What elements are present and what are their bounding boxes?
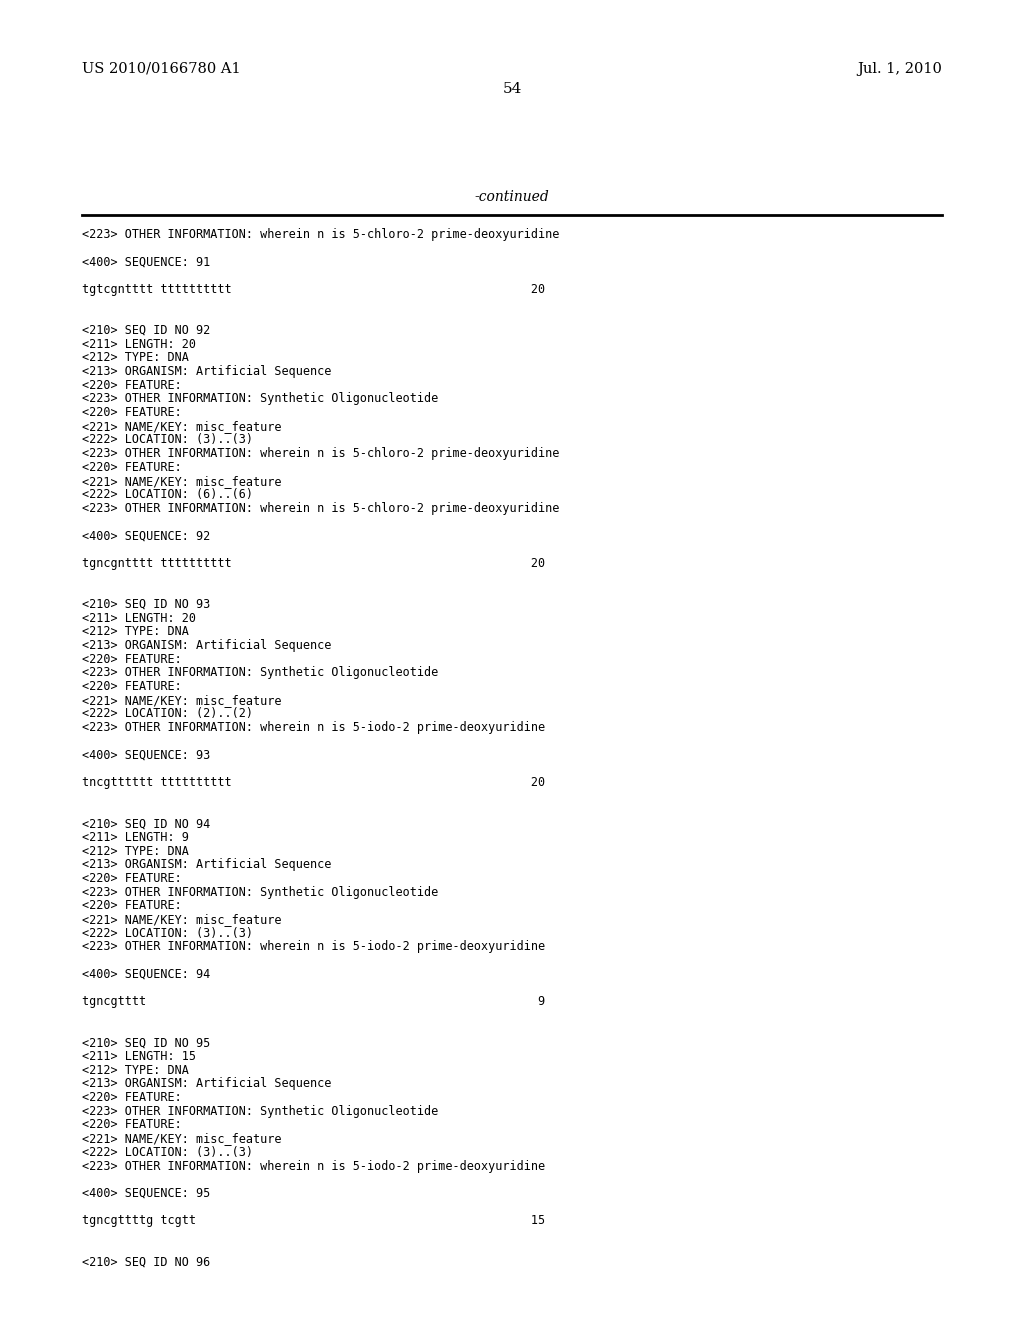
Text: <223> OTHER INFORMATION: wherein n is 5-chloro-2 prime-deoxyuridine: <223> OTHER INFORMATION: wherein n is 5-… bbox=[82, 502, 559, 515]
Text: <212> TYPE: DNA: <212> TYPE: DNA bbox=[82, 845, 188, 858]
Text: <212> TYPE: DNA: <212> TYPE: DNA bbox=[82, 1064, 188, 1077]
Text: <210> SEQ ID NO 96: <210> SEQ ID NO 96 bbox=[82, 1255, 210, 1269]
Text: <221> NAME/KEY: misc_feature: <221> NAME/KEY: misc_feature bbox=[82, 694, 282, 706]
Text: <400> SEQUENCE: 93: <400> SEQUENCE: 93 bbox=[82, 748, 210, 762]
Text: <211> LENGTH: 20: <211> LENGTH: 20 bbox=[82, 611, 196, 624]
Text: <210> SEQ ID NO 95: <210> SEQ ID NO 95 bbox=[82, 1036, 210, 1049]
Text: <222> LOCATION: (3)..(3): <222> LOCATION: (3)..(3) bbox=[82, 433, 253, 446]
Text: <221> NAME/KEY: misc_feature: <221> NAME/KEY: misc_feature bbox=[82, 475, 282, 487]
Text: <211> LENGTH: 9: <211> LENGTH: 9 bbox=[82, 830, 188, 843]
Text: <210> SEQ ID NO 94: <210> SEQ ID NO 94 bbox=[82, 817, 210, 830]
Text: <223> OTHER INFORMATION: wherein n is 5-chloro-2 prime-deoxyuridine: <223> OTHER INFORMATION: wherein n is 5-… bbox=[82, 447, 559, 461]
Text: 54: 54 bbox=[503, 82, 521, 96]
Text: -continued: -continued bbox=[475, 190, 549, 205]
Text: <223> OTHER INFORMATION: Synthetic Oligonucleotide: <223> OTHER INFORMATION: Synthetic Oligo… bbox=[82, 667, 438, 680]
Text: <221> NAME/KEY: misc_feature: <221> NAME/KEY: misc_feature bbox=[82, 1133, 282, 1146]
Text: tncgtttttt tttttttttt                                          20: tncgtttttt tttttttttt 20 bbox=[82, 776, 545, 789]
Text: tgncgtttt                                                       9: tgncgtttt 9 bbox=[82, 995, 545, 1008]
Text: <222> LOCATION: (3)..(3): <222> LOCATION: (3)..(3) bbox=[82, 927, 253, 940]
Text: <222> LOCATION: (2)..(2): <222> LOCATION: (2)..(2) bbox=[82, 708, 253, 721]
Text: <223> OTHER INFORMATION: wherein n is 5-chloro-2 prime-deoxyuridine: <223> OTHER INFORMATION: wherein n is 5-… bbox=[82, 228, 559, 242]
Text: <223> OTHER INFORMATION: Synthetic Oligonucleotide: <223> OTHER INFORMATION: Synthetic Oligo… bbox=[82, 392, 438, 405]
Text: <220> FEATURE:: <220> FEATURE: bbox=[82, 680, 181, 693]
Text: <221> NAME/KEY: misc_feature: <221> NAME/KEY: misc_feature bbox=[82, 420, 282, 433]
Text: <400> SEQUENCE: 91: <400> SEQUENCE: 91 bbox=[82, 255, 210, 268]
Text: <213> ORGANISM: Artificial Sequence: <213> ORGANISM: Artificial Sequence bbox=[82, 639, 332, 652]
Text: <213> ORGANISM: Artificial Sequence: <213> ORGANISM: Artificial Sequence bbox=[82, 858, 332, 871]
Text: tgncgntttt tttttttttt                                          20: tgncgntttt tttttttttt 20 bbox=[82, 557, 545, 570]
Text: <223> OTHER INFORMATION: wherein n is 5-iodo-2 prime-deoxyuridine: <223> OTHER INFORMATION: wherein n is 5-… bbox=[82, 940, 545, 953]
Text: <400> SEQUENCE: 95: <400> SEQUENCE: 95 bbox=[82, 1187, 210, 1200]
Text: <222> LOCATION: (3)..(3): <222> LOCATION: (3)..(3) bbox=[82, 1146, 253, 1159]
Text: <223> OTHER INFORMATION: Synthetic Oligonucleotide: <223> OTHER INFORMATION: Synthetic Oligo… bbox=[82, 1105, 438, 1118]
Text: US 2010/0166780 A1: US 2010/0166780 A1 bbox=[82, 62, 241, 77]
Text: <212> TYPE: DNA: <212> TYPE: DNA bbox=[82, 626, 188, 639]
Text: <221> NAME/KEY: misc_feature: <221> NAME/KEY: misc_feature bbox=[82, 913, 282, 927]
Text: <223> OTHER INFORMATION: Synthetic Oligonucleotide: <223> OTHER INFORMATION: Synthetic Oligo… bbox=[82, 886, 438, 899]
Text: <223> OTHER INFORMATION: wherein n is 5-iodo-2 prime-deoxyuridine: <223> OTHER INFORMATION: wherein n is 5-… bbox=[82, 1159, 545, 1172]
Text: <220> FEATURE:: <220> FEATURE: bbox=[82, 873, 181, 884]
Text: <220> FEATURE:: <220> FEATURE: bbox=[82, 1092, 181, 1104]
Text: <220> FEATURE:: <220> FEATURE: bbox=[82, 652, 181, 665]
Text: <210> SEQ ID NO 92: <210> SEQ ID NO 92 bbox=[82, 323, 210, 337]
Text: <220> FEATURE:: <220> FEATURE: bbox=[82, 461, 181, 474]
Text: <213> ORGANISM: Artificial Sequence: <213> ORGANISM: Artificial Sequence bbox=[82, 366, 332, 378]
Text: <212> TYPE: DNA: <212> TYPE: DNA bbox=[82, 351, 188, 364]
Text: <400> SEQUENCE: 94: <400> SEQUENCE: 94 bbox=[82, 968, 210, 981]
Text: <220> FEATURE:: <220> FEATURE: bbox=[82, 899, 181, 912]
Text: Jul. 1, 2010: Jul. 1, 2010 bbox=[857, 62, 942, 77]
Text: <220> FEATURE:: <220> FEATURE: bbox=[82, 1118, 181, 1131]
Text: <222> LOCATION: (6)..(6): <222> LOCATION: (6)..(6) bbox=[82, 488, 253, 502]
Text: <223> OTHER INFORMATION: wherein n is 5-iodo-2 prime-deoxyuridine: <223> OTHER INFORMATION: wherein n is 5-… bbox=[82, 721, 545, 734]
Text: tgtcgntttt tttttttttt                                          20: tgtcgntttt tttttttttt 20 bbox=[82, 282, 545, 296]
Text: tgncgttttg tcgtt                                               15: tgncgttttg tcgtt 15 bbox=[82, 1214, 545, 1228]
Text: <213> ORGANISM: Artificial Sequence: <213> ORGANISM: Artificial Sequence bbox=[82, 1077, 332, 1090]
Text: <211> LENGTH: 20: <211> LENGTH: 20 bbox=[82, 338, 196, 351]
Text: <210> SEQ ID NO 93: <210> SEQ ID NO 93 bbox=[82, 598, 210, 611]
Text: <220> FEATURE:: <220> FEATURE: bbox=[82, 379, 181, 392]
Text: <400> SEQUENCE: 92: <400> SEQUENCE: 92 bbox=[82, 529, 210, 543]
Text: <220> FEATURE:: <220> FEATURE: bbox=[82, 407, 181, 420]
Text: <211> LENGTH: 15: <211> LENGTH: 15 bbox=[82, 1049, 196, 1063]
